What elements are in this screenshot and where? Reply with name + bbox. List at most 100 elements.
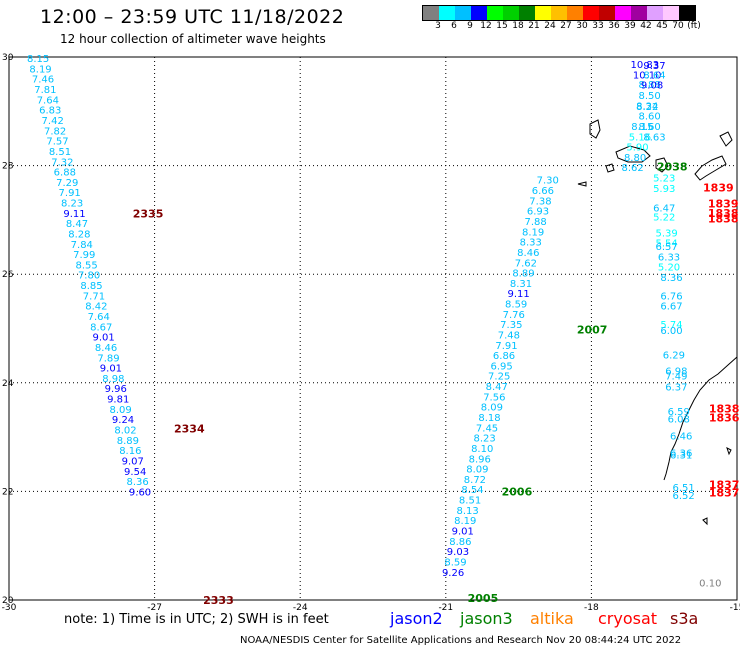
wave-height-label: 9.01 <box>452 526 474 537</box>
color-swatch <box>439 6 455 20</box>
wave-height-label: 7.45 <box>476 423 498 434</box>
x-tick-label: -21 <box>438 603 453 613</box>
wave-height-label: 9.24 <box>112 415 134 426</box>
wave-height-label: 7.64 <box>37 95 59 106</box>
wave-height-label: 7.71 <box>83 291 105 302</box>
wave-height-label: 6.00 <box>660 326 682 337</box>
color-tick-label: 39 <box>624 21 636 31</box>
color-tick-label: 12 <box>480 21 492 31</box>
wave-height-label: 9.01 <box>100 364 122 375</box>
time-label: 2333 <box>203 594 234 607</box>
wave-height-label: 7.91 <box>59 188 81 199</box>
color-tick-label: 9 <box>467 21 473 31</box>
wave-height-label: 8.51 <box>49 147 71 158</box>
wave-height-label: 8.67 <box>90 322 112 333</box>
time-label: 2334 <box>174 422 205 435</box>
wave-height-label: 8.15 <box>27 54 49 65</box>
wave-height-label: 8.18 <box>478 413 500 424</box>
color-swatch <box>679 6 695 20</box>
wave-height-label: 7.57 <box>46 137 68 148</box>
wave-height-label: 9.01 <box>93 333 115 344</box>
color-swatch <box>535 6 551 20</box>
time-label: 2005 <box>468 592 499 605</box>
wave-height-label: 8.34 <box>636 101 658 112</box>
color-tick-label: 18 <box>512 21 524 31</box>
island-fuerteventura <box>694 155 727 181</box>
wave-height-label: 5.22 <box>653 213 675 224</box>
wave-height-label: 7.35 <box>500 320 522 331</box>
wave-height-label: 8.89 <box>117 436 139 447</box>
wave-height-label: 8.09 <box>466 465 488 476</box>
wave-height-label: 8.47 <box>486 382 508 393</box>
wave-height-label: 7.99 <box>73 250 95 261</box>
wave-height-label: 7.42 <box>42 116 64 127</box>
wave-height-label: 7.89 <box>97 353 119 364</box>
color-swatch <box>503 6 519 20</box>
wave-height-label: 6.66 <box>532 186 554 197</box>
color-tick-label: 15 <box>496 21 508 31</box>
wave-height-label: 9.11 <box>63 209 85 220</box>
wave-height-label: 8.36 <box>126 477 148 488</box>
credit-line: NOAA/NESDIS Center for Satellite Applica… <box>240 635 682 646</box>
wave-height-label: 7.81 <box>34 85 56 96</box>
wave-height-label: 8.86 <box>449 537 471 548</box>
x-tick-label: -15 <box>730 603 740 613</box>
island-tenerife <box>615 145 651 163</box>
y-tick-label: 26 <box>2 270 14 280</box>
y-tick-label: 30 <box>2 53 14 63</box>
wave-height-label: 8.85 <box>80 281 102 292</box>
satellite-legend-s3a: s3a <box>670 609 699 628</box>
time-label: 1839 <box>703 181 734 194</box>
wave-height-label: 7.88 <box>524 217 546 228</box>
color-swatch <box>455 6 471 20</box>
time-label: 2006 <box>502 485 533 498</box>
wave-height-label: 8.10 <box>471 444 493 455</box>
time-label: 2335 <box>133 207 164 220</box>
wave-height-label: 9.07 <box>122 456 144 467</box>
wave-height-label: 8.62 <box>622 163 644 174</box>
wave-height-label: 8.31 <box>510 279 532 290</box>
y-tick-label: 20 <box>2 596 14 606</box>
wave-height-label: 6.47 <box>653 203 675 214</box>
wave-height-label: 9.03 <box>447 547 469 558</box>
wave-height-label: 6.37 <box>665 383 687 394</box>
color-swatch <box>647 6 663 20</box>
color-tick-label: 27 <box>560 21 572 31</box>
island-lanzarote <box>719 131 733 147</box>
wave-height-label: 8.16 <box>119 446 141 457</box>
wave-height-label: 5.20 <box>658 263 680 274</box>
wave-height-label: 7.82 <box>44 126 66 137</box>
x-tick-label: -24 <box>293 603 308 613</box>
island-la-palma <box>589 119 601 139</box>
wave-height-label: 8.33 <box>520 238 542 249</box>
wave-height-label: 5.74 <box>660 320 682 331</box>
time-label: 1836 <box>709 412 740 425</box>
wave-height-label: 8.15 <box>631 122 653 133</box>
y-tick-label: 24 <box>2 379 14 389</box>
color-swatch <box>631 6 647 20</box>
wave-height-label: 7.29 <box>56 178 78 189</box>
wave-height-label: 8.02 <box>114 425 136 436</box>
wave-height-label: 7.84 <box>71 240 93 251</box>
wave-height-label: 5.16 <box>629 132 651 143</box>
map-frame <box>8 56 738 601</box>
y-tick-label: 28 <box>2 162 14 172</box>
island-hierro <box>577 181 587 187</box>
cape-verde-islet <box>702 517 708 526</box>
wave-height-label: 8.60 <box>639 122 661 133</box>
chart-subtitle: 12 hour collection of altimeter wave hei… <box>60 32 326 46</box>
wave-height-label: 8.13 <box>457 506 479 517</box>
wave-height-label: 9.54 <box>124 467 146 478</box>
time-label: 2007 <box>577 324 608 337</box>
wave-height-label: 6.88 <box>54 168 76 179</box>
color-tick-label: 42 <box>640 21 652 31</box>
wave-height-label: 6.93 <box>527 207 549 218</box>
wave-height-label: 9.08 <box>641 81 663 92</box>
wave-height-label: 7.64 <box>88 312 110 323</box>
wave-height-label: 7.91 <box>495 341 517 352</box>
wave-height-label: 8.60 <box>639 112 661 123</box>
map-grid <box>9 57 737 600</box>
wave-height-label: 0.10 <box>699 579 721 590</box>
x-tick-label: -18 <box>584 603 599 613</box>
wave-height-label: 5.93 <box>653 184 675 195</box>
